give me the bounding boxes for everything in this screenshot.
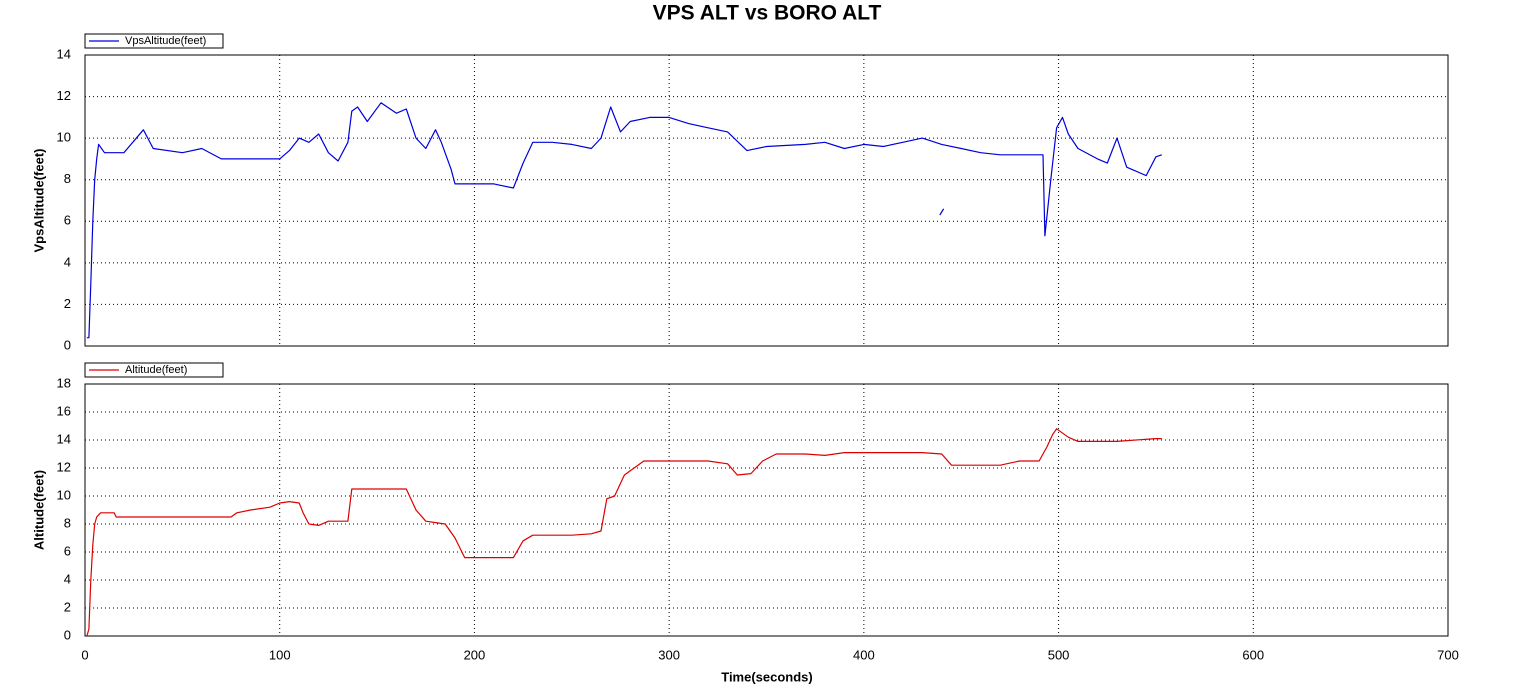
y-axis-label: Altitude(feet) bbox=[31, 470, 46, 550]
y-tick-label: 16 bbox=[57, 403, 71, 418]
y-tick-label: 10 bbox=[57, 130, 71, 145]
y-tick-label: 0 bbox=[64, 337, 71, 352]
y-tick-label: 6 bbox=[64, 213, 71, 228]
y-tick-label: 0 bbox=[64, 627, 71, 642]
plot-frame bbox=[84, 54, 1449, 347]
y-tick-label: 2 bbox=[64, 599, 71, 614]
y-tick-label: 10 bbox=[57, 487, 71, 502]
legend-box bbox=[84, 33, 224, 49]
y-tick-label: 4 bbox=[64, 254, 71, 269]
y-tick-label: 14 bbox=[57, 431, 71, 446]
x-tick-label: 400 bbox=[853, 647, 875, 662]
y-tick-label: 18 bbox=[57, 375, 71, 390]
data-line bbox=[86, 102, 1162, 339]
chart-title: VPS ALT vs BORO ALT bbox=[653, 2, 882, 25]
plot-frame bbox=[84, 383, 1449, 637]
x-tick-label: 300 bbox=[658, 647, 680, 662]
x-tick-label: 500 bbox=[1048, 647, 1070, 662]
legend-box bbox=[84, 362, 224, 378]
y-tick-label: 8 bbox=[64, 515, 71, 530]
x-tick-label: 200 bbox=[464, 647, 486, 662]
x-tick-label: 100 bbox=[269, 647, 291, 662]
legend-label: VpsAltitude(feet) bbox=[125, 35, 206, 47]
x-axis-label: Time(seconds) bbox=[721, 669, 813, 684]
y-tick-label: 8 bbox=[64, 171, 71, 186]
legend-label: Altitude(feet) bbox=[125, 364, 187, 376]
y-tick-label: 14 bbox=[57, 46, 71, 61]
x-tick-label: 700 bbox=[1437, 647, 1459, 662]
data-line bbox=[86, 428, 1162, 637]
x-tick-label: 600 bbox=[1242, 647, 1264, 662]
y-tick-label: 12 bbox=[57, 88, 71, 103]
y-tick-label: 6 bbox=[64, 543, 71, 558]
y-tick-label: 12 bbox=[57, 459, 71, 474]
y-tick-label: 2 bbox=[64, 296, 71, 311]
x-tick-label: 0 bbox=[81, 647, 88, 662]
y-axis-label: VpsAltitude(feet) bbox=[31, 149, 46, 253]
y-tick-label: 4 bbox=[64, 571, 71, 586]
